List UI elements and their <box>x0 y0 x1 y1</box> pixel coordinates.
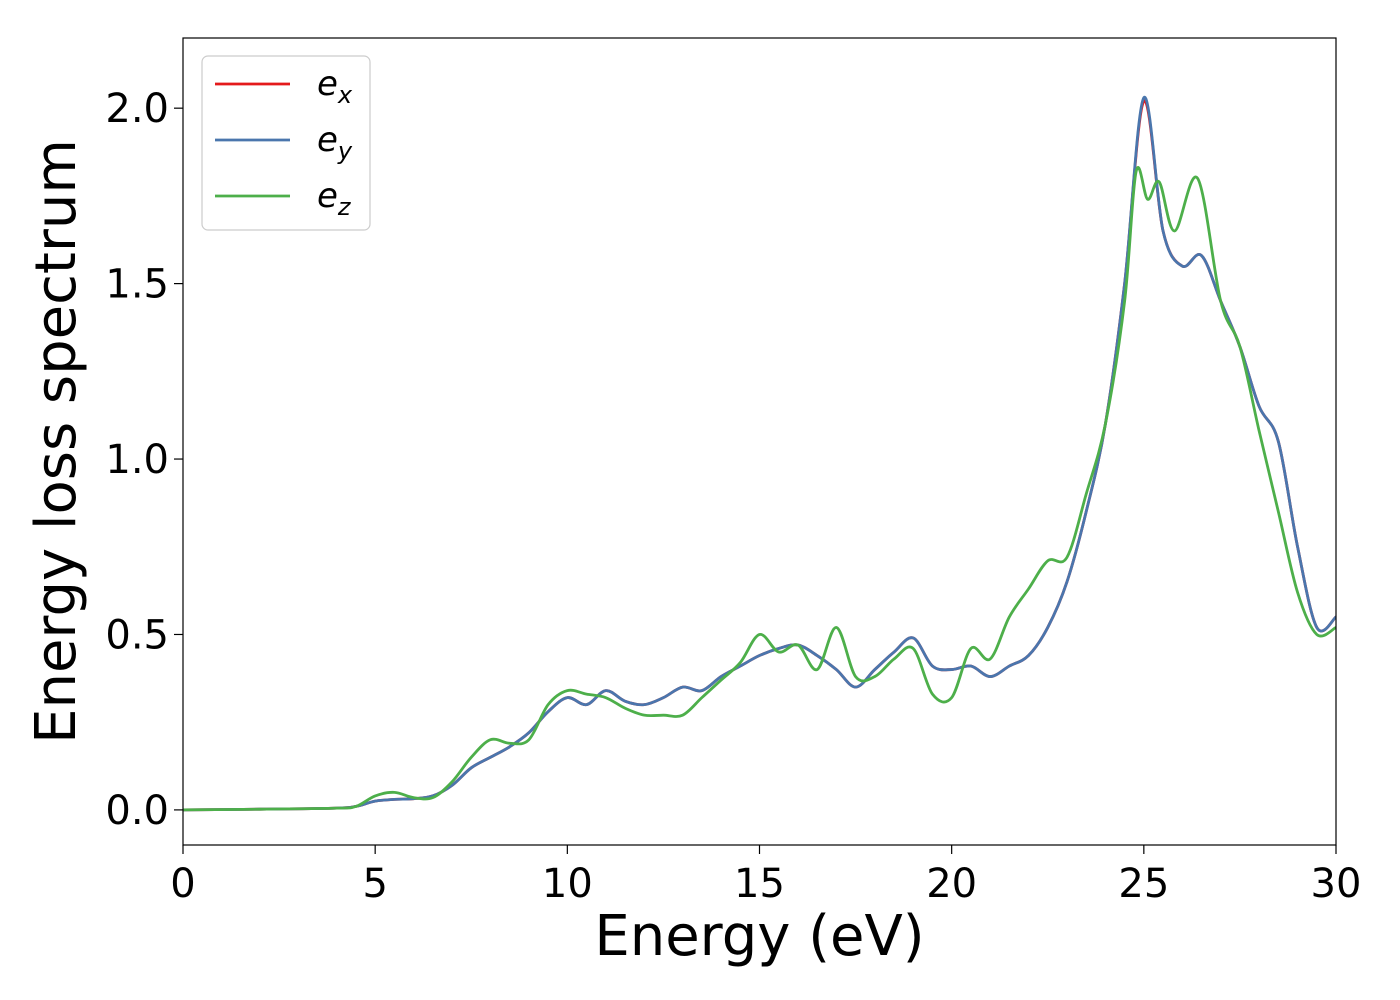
x-tick-label: 20 <box>926 861 977 907</box>
x-tick-label: 25 <box>1118 861 1169 907</box>
legend-label-y: ey <box>317 120 353 165</box>
x-tick-label: 10 <box>542 861 593 907</box>
y-axis: 0.0 0.5 1.0 1.5 2.0 <box>105 86 183 834</box>
x-tick-label: 0 <box>170 861 195 907</box>
series-line-y <box>183 96 1336 812</box>
x-tick-label: 15 <box>734 861 785 907</box>
y-axis-title: Energy loss spectrum <box>24 139 89 744</box>
x-tick-label: 30 <box>1311 861 1362 907</box>
y-tick-label: 0.0 <box>105 788 169 834</box>
legend-label-x: ex <box>317 64 353 109</box>
y-tick-label: 1.5 <box>105 262 169 308</box>
series-line-z <box>183 166 1336 812</box>
series-layer <box>183 96 1336 812</box>
x-axis: 0 5 10 15 20 25 30 <box>170 845 1361 907</box>
legend-box <box>201 55 371 231</box>
y-tick-label: 1.0 <box>105 437 169 483</box>
y-tick-label: 2.0 <box>105 86 169 132</box>
y-tick-label: 0.5 <box>105 612 169 658</box>
x-tick-label: 5 <box>362 861 387 907</box>
x-axis-title: Energy (eV) <box>594 904 924 969</box>
